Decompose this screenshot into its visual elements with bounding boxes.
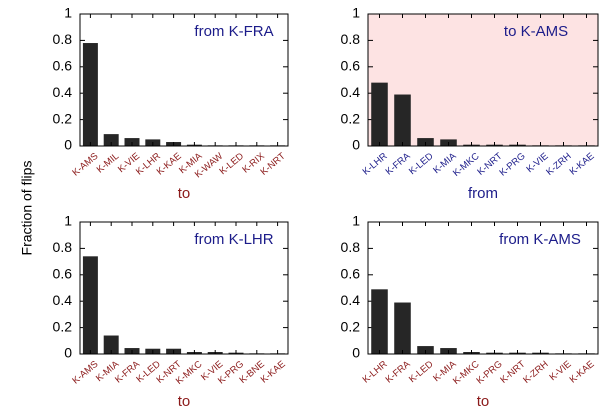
y-tick-label: 0.6 xyxy=(341,266,361,282)
y-tick-label: 1 xyxy=(352,213,360,229)
y-axis-label: Fraction of flips xyxy=(19,161,35,256)
x-axis-label: to xyxy=(178,185,191,202)
y-tick-label: 0.2 xyxy=(341,110,361,126)
y-tick-label: 0.8 xyxy=(341,31,361,47)
y-tick-label: 1 xyxy=(352,5,360,21)
x-category-label: K-MKC xyxy=(451,151,482,179)
x-category-label: K-PRG xyxy=(474,359,504,387)
x-category-label: K-NRT xyxy=(498,359,527,386)
y-tick-label: 0.4 xyxy=(53,84,73,100)
panel-annotation: from K-FRA xyxy=(194,23,273,40)
panel-annotation: from K-LHR xyxy=(194,231,273,248)
y-tick-label: 0 xyxy=(64,345,72,361)
bar xyxy=(394,302,411,354)
y-tick-label: 0.6 xyxy=(53,58,73,74)
bar xyxy=(371,82,388,146)
y-tick-label: 0.4 xyxy=(341,292,361,308)
axes-frame xyxy=(79,13,289,147)
y-tick-label: 0.4 xyxy=(53,292,73,308)
x-category-label: K-LED xyxy=(407,359,436,386)
x-category-label: K-LED xyxy=(218,151,247,178)
x-category-label: K-AMS xyxy=(70,359,100,387)
bar xyxy=(82,43,98,146)
x-category-label: K-LHR xyxy=(361,151,390,178)
y-tick-label: 0.8 xyxy=(53,31,73,47)
x-category-label: K-KAE xyxy=(568,359,597,386)
bar xyxy=(103,134,119,146)
y-tick-label: 0.4 xyxy=(341,84,361,100)
x-category-label: K-PRG xyxy=(497,151,527,179)
y-tick-label: 0.6 xyxy=(341,58,361,74)
bar xyxy=(103,335,119,354)
x-axis-label: to xyxy=(477,393,490,410)
x-category-label: K-KAE xyxy=(568,151,597,178)
y-tick-label: 1 xyxy=(64,5,72,21)
y-tick-label: 0 xyxy=(352,137,360,153)
x-category-label: K-AMS xyxy=(70,151,100,179)
axes-frame xyxy=(367,221,599,355)
y-tick-label: 0.6 xyxy=(53,266,73,282)
x-axis-label: to xyxy=(178,393,191,410)
y-tick-label: 1 xyxy=(64,213,72,229)
y-tick-label: 0 xyxy=(352,345,360,361)
x-axis-label: from xyxy=(468,185,498,202)
y-tick-label: 0.2 xyxy=(341,318,361,334)
bar xyxy=(394,94,411,146)
x-category-label: K-LHR xyxy=(361,359,390,386)
x-category-label: K-FRA xyxy=(384,150,413,177)
axes-frame xyxy=(367,13,599,147)
x-category-label: K-ZRH xyxy=(521,359,550,386)
y-tick-label: 0.2 xyxy=(53,318,73,334)
x-category-label: K-MIL xyxy=(95,151,121,176)
y-tick-label: 0.8 xyxy=(53,239,73,255)
y-tick-label: 0.2 xyxy=(53,110,73,126)
panel-annotation: to K-AMS xyxy=(504,23,568,40)
y-tick-label: 0.8 xyxy=(341,239,361,255)
panel-annotation: from K-AMS xyxy=(499,231,581,248)
y-tick-label: 0 xyxy=(64,137,72,153)
x-category-label: K-LED xyxy=(407,151,436,178)
axes-frame xyxy=(79,221,289,355)
bar xyxy=(371,289,388,354)
bar xyxy=(82,256,98,354)
x-category-label: K-FRA xyxy=(384,358,413,385)
x-category-label: K-ZRH xyxy=(544,151,573,178)
